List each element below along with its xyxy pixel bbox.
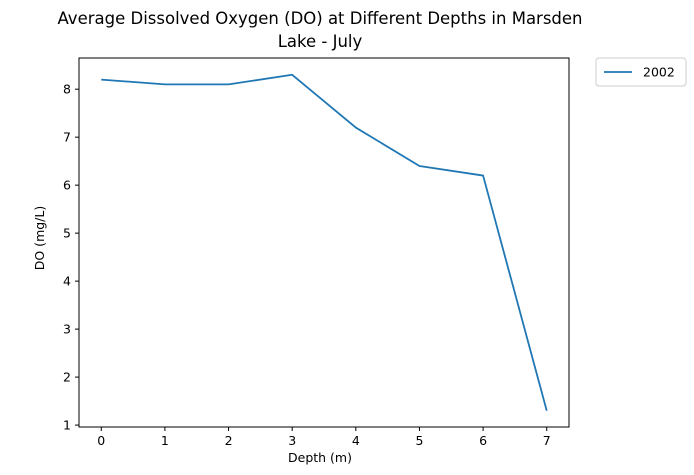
y-axis-label: DO (mg/L) bbox=[32, 206, 47, 270]
plot-area bbox=[101, 73, 548, 411]
x-tick-label: 5 bbox=[415, 433, 423, 448]
x-tick-label: 4 bbox=[352, 433, 360, 448]
chart-title-line1: Average Dissolved Oxygen (DO) at Differe… bbox=[57, 9, 582, 28]
x-tick-label: 3 bbox=[288, 433, 296, 448]
axes-frame bbox=[78, 57, 570, 428]
x-tick-label: 2 bbox=[225, 433, 233, 448]
y-axis: 1 2 3 4 5 6 7 8 bbox=[63, 82, 79, 433]
y-tick-label: 5 bbox=[63, 226, 71, 241]
x-tick-label: 7 bbox=[543, 433, 551, 448]
chart-title-line2: Lake - July bbox=[278, 32, 363, 51]
x-tick-label: 0 bbox=[97, 433, 105, 448]
x-tick-label: 6 bbox=[479, 433, 487, 448]
y-tick-label: 2 bbox=[63, 370, 71, 385]
y-tick-label: 1 bbox=[63, 418, 71, 433]
legend-label-2002: 2002 bbox=[643, 65, 675, 80]
series-line-2002 bbox=[101, 73, 548, 411]
y-tick-label: 8 bbox=[63, 82, 71, 97]
legend: 2002 bbox=[595, 57, 687, 87]
y-tick-label: 3 bbox=[63, 322, 71, 337]
x-axis: 0 1 2 3 4 5 6 7 bbox=[97, 427, 551, 448]
y-tick-label: 6 bbox=[63, 178, 71, 193]
y-tick-label: 4 bbox=[63, 274, 71, 289]
x-tick-label: 1 bbox=[161, 433, 169, 448]
x-axis-label: Depth (m) bbox=[288, 450, 352, 465]
y-tick-label: 7 bbox=[63, 130, 71, 145]
legend-box bbox=[595, 57, 687, 87]
